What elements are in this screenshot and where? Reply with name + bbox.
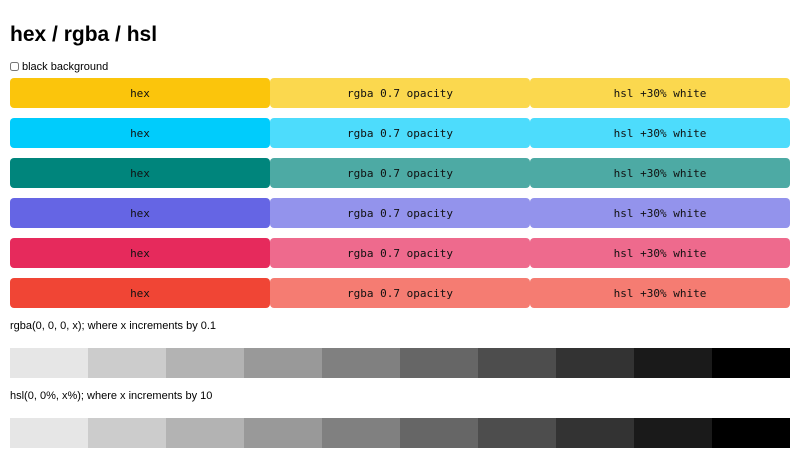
swatch-hex: hex — [10, 198, 270, 228]
swatch-hex: hex — [10, 278, 270, 308]
rgba-gray-cell — [400, 348, 478, 378]
rgba-gray-cell — [634, 348, 712, 378]
swatch-rows: hex rgba 0.7 opacity hsl +30% white hex rgba… — [10, 78, 790, 308]
hsl-caption: hsl(0, 0%, x%); where x increments by 10 — [10, 390, 213, 402]
rgba-gray-cell — [10, 348, 88, 378]
swatch-hsl: hsl +30% white — [530, 118, 790, 148]
black-background-label: black background — [22, 60, 109, 73]
swatch-rgba: rgba 0.7 opacity — [270, 198, 530, 228]
rgba-gray-cell — [88, 348, 166, 378]
hsl-gray-cell — [634, 418, 712, 448]
hsl-gray-cell — [322, 418, 400, 448]
hsl-gray-cell — [10, 418, 88, 448]
hsl-gray-cell — [556, 418, 634, 448]
swatch-hsl: hsl +30% white — [530, 238, 790, 268]
swatch-row: hex rgba 0.7 opacity hsl +30% white — [10, 118, 790, 148]
rgba-gray-cell — [244, 348, 322, 378]
hsl-gray-cell — [244, 418, 322, 448]
swatch-rgba: rgba 0.7 opacity — [270, 238, 530, 268]
swatch-hsl: hsl +30% white — [530, 158, 790, 188]
swatch-row: hex rgba 0.7 opacity hsl +30% white — [10, 238, 790, 268]
rgba-gray-cell — [322, 348, 400, 378]
rgba-gray-cell — [166, 348, 244, 378]
rgba-gray-cell — [478, 348, 556, 378]
black-background-checkbox[interactable] — [10, 62, 19, 71]
swatch-hex: hex — [10, 78, 270, 108]
swatch-row: hex rgba 0.7 opacity hsl +30% white — [10, 278, 790, 308]
rgba-caption: rgba(0, 0, 0, x); where x increments by … — [10, 320, 217, 332]
swatch-rgba: rgba 0.7 opacity — [270, 278, 530, 308]
swatch-row: hex rgba 0.7 opacity hsl +30% white — [10, 158, 790, 188]
hsl-gray-cell — [478, 418, 556, 448]
page-title: hex / rgba / hsl — [10, 23, 158, 46]
swatch-rgba: rgba 0.7 opacity — [270, 78, 530, 108]
swatch-hex: hex — [10, 158, 270, 188]
swatch-hex: hex — [10, 238, 270, 268]
black-background-toggle[interactable]: black background — [10, 58, 790, 75]
swatch-hsl: hsl +30% white — [530, 198, 790, 228]
hsl-gray-strip — [10, 418, 790, 448]
rgba-gray-cell — [712, 348, 790, 378]
hsl-gray-cell — [400, 418, 478, 448]
swatch-rgba: rgba 0.7 opacity — [270, 158, 530, 188]
hsl-gray-cell — [712, 418, 790, 448]
swatch-row: hex rgba 0.7 opacity hsl +30% white — [10, 198, 790, 228]
hsl-gray-cell — [166, 418, 244, 448]
swatch-hsl: hsl +30% white — [530, 78, 790, 108]
hsl-gray-cell — [88, 418, 166, 448]
rgba-gray-cell — [556, 348, 634, 378]
swatch-rgba: rgba 0.7 opacity — [270, 118, 530, 148]
swatch-row: hex rgba 0.7 opacity hsl +30% white — [10, 78, 790, 108]
swatch-hex: hex — [10, 118, 270, 148]
rgba-gray-strip — [10, 348, 790, 378]
swatch-hsl: hsl +30% white — [530, 278, 790, 308]
